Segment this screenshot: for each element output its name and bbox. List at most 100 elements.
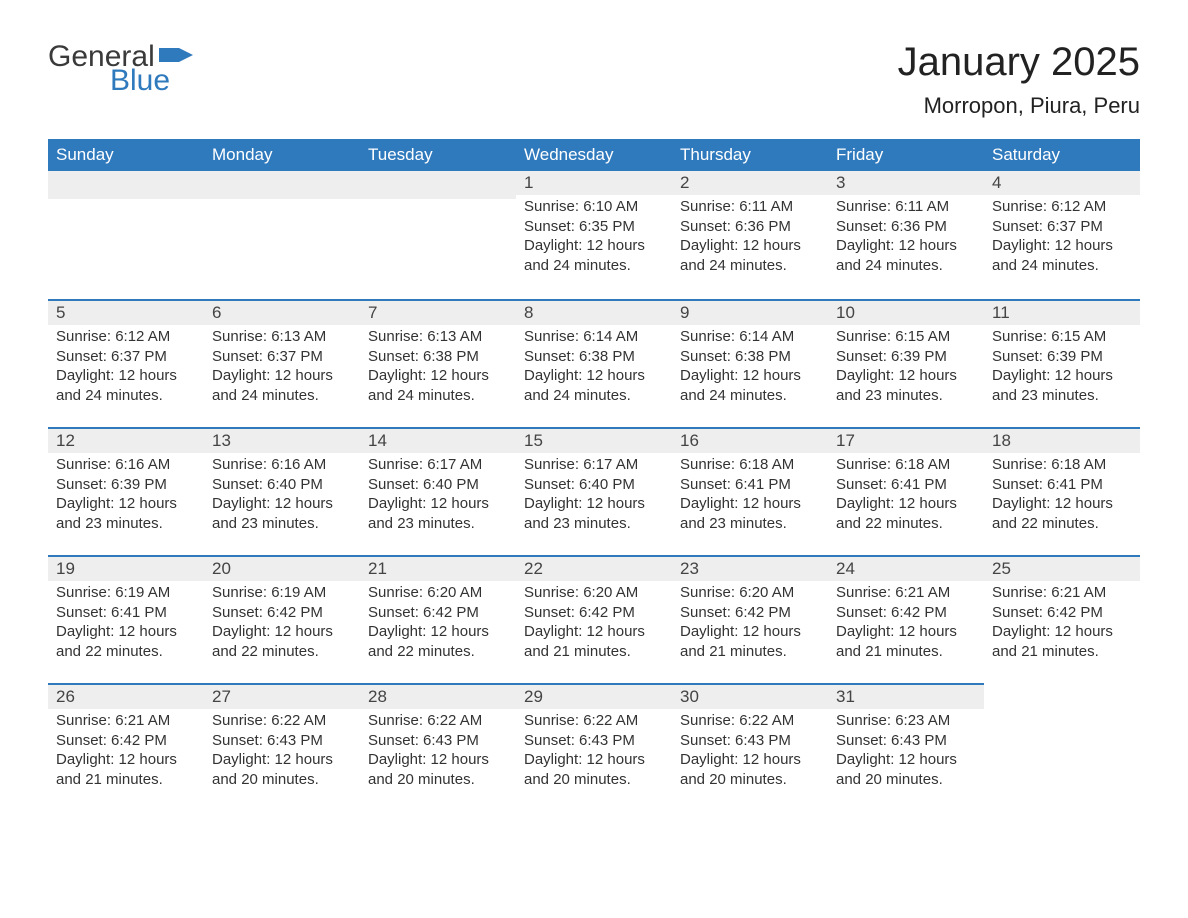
calendar-cell: 27Sunrise: 6:22 AMSunset: 6:43 PMDayligh…: [204, 683, 360, 811]
calendar-cell: 10Sunrise: 6:15 AMSunset: 6:39 PMDayligh…: [828, 299, 984, 427]
calendar-cell: 13 Sunrise: 6:16 AMSunset: 6:40 PMDayligh…: [204, 427, 360, 555]
sunrise-text: Sunrise: 6:13 AM: [212, 327, 352, 347]
daylight-text: Daylight: 12 hours and 22 minutes.: [212, 622, 352, 661]
calendar-cell: 8Sunrise: 6:14 AMSunset: 6:38 PMDaylight…: [516, 299, 672, 427]
sunrise-text: Sunrise: 6:15 AM: [992, 327, 1132, 347]
day-number-bar: 16: [672, 427, 828, 453]
day-number: 14: [368, 431, 387, 450]
calendar-cell: 24Sunrise: 6:21 AMSunset: 6:42 PMDayligh…: [828, 555, 984, 683]
sunrise-text: Sunrise: 6:20 AM: [524, 583, 664, 603]
sunset-text: Sunset: 6:41 PM: [56, 603, 196, 623]
logo-text-blue: Blue: [110, 64, 193, 98]
day-number: 3: [836, 173, 845, 192]
sunrise-text: Sunrise: 6:14 AM: [524, 327, 664, 347]
sunrise-text: Sunrise: 6:19 AM: [56, 583, 196, 603]
day-number-bar: 10: [828, 299, 984, 325]
daylight-text: Daylight: 12 hours and 24 minutes.: [368, 366, 508, 405]
calendar-cell: 25Sunrise: 6:21 AMSunset: 6:42 PMDayligh…: [984, 555, 1140, 683]
day-body: Sunrise: 6:21 AMSunset: 6:42 PMDaylight:…: [828, 581, 984, 669]
calendar-cell: 7Sunrise: 6:13 AMSunset: 6:38 PMDaylight…: [360, 299, 516, 427]
sunrise-text: Sunrise: 6:18 AM: [836, 455, 976, 475]
sunrise-text: Sunrise: 6:13 AM: [368, 327, 508, 347]
daylight-text: Daylight: 12 hours and 24 minutes.: [992, 236, 1132, 275]
sunset-text: Sunset: 6:37 PM: [56, 347, 196, 367]
sunset-text: Sunset: 6:42 PM: [524, 603, 664, 623]
calendar-cell: 23Sunrise: 6:20 AMSunset: 6:42 PMDayligh…: [672, 555, 828, 683]
day-number-bar: 25: [984, 555, 1140, 581]
sunrise-text: Sunrise: 6:16 AM: [56, 455, 196, 475]
sunset-text: Sunset: 6:40 PM: [212, 475, 352, 495]
day-number-bar: 6: [204, 299, 360, 325]
calendar-cell: 14 Sunrise: 6:17 AMSunset: 6:40 PMDayligh…: [360, 427, 516, 555]
day-body: Sunrise: 6:17 AMSunset: 6:40 PMDaylight:…: [360, 453, 516, 541]
calendar-cell: 9Sunrise: 6:14 AMSunset: 6:38 PMDaylight…: [672, 299, 828, 427]
daylight-text: Daylight: 12 hours and 20 minutes.: [212, 750, 352, 789]
calendar-cell: 28Sunrise: 6:22 AMSunset: 6:43 PMDayligh…: [360, 683, 516, 811]
sunrise-text: Sunrise: 6:20 AM: [680, 583, 820, 603]
calendar-week-row: 5Sunrise: 6:12 AMSunset: 6:37 PMDaylight…: [48, 299, 1140, 427]
day-number-bar: 27: [204, 683, 360, 709]
sunset-text: Sunset: 6:37 PM: [212, 347, 352, 367]
sunrise-text: Sunrise: 6:15 AM: [836, 327, 976, 347]
day-body: Sunrise: 6:18 AMSunset: 6:41 PMDaylight:…: [984, 453, 1140, 541]
month-title: January 2025: [898, 40, 1140, 85]
day-number: 28: [368, 687, 387, 706]
calendar-cell: 29Sunrise: 6:22 AMSunset: 6:43 PMDayligh…: [516, 683, 672, 811]
sunset-text: Sunset: 6:43 PM: [524, 731, 664, 751]
day-number-bar: 21: [360, 555, 516, 581]
sunset-text: Sunset: 6:41 PM: [836, 475, 976, 495]
sunset-text: Sunset: 6:38 PM: [680, 347, 820, 367]
daylight-text: Daylight: 12 hours and 24 minutes.: [56, 366, 196, 405]
day-body: Sunrise: 6:22 AMSunset: 6:43 PMDaylight:…: [672, 709, 828, 797]
calendar-cell: 15Sunrise: 6:17 AMSunset: 6:40 PMDayligh…: [516, 427, 672, 555]
daylight-text: Daylight: 12 hours and 23 minutes.: [680, 494, 820, 533]
sunset-text: Sunset: 6:43 PM: [212, 731, 352, 751]
calendar-cell: 5Sunrise: 6:12 AMSunset: 6:37 PMDaylight…: [48, 299, 204, 427]
daylight-text: Daylight: 12 hours and 23 minutes.: [212, 494, 352, 533]
empty-day-bar: [204, 171, 360, 199]
daylight-text: Daylight: 12 hours and 21 minutes.: [680, 622, 820, 661]
day-number-bar: 2: [672, 171, 828, 195]
day-body: Sunrise: 6:11 AMSunset: 6:36 PMDaylight:…: [828, 195, 984, 283]
weekday-header: Monday: [204, 139, 360, 171]
day-body: Sunrise: 6:10 AMSunset: 6:35 PMDaylight:…: [516, 195, 672, 283]
calendar-cell: 20Sunrise: 6:19 AMSunset: 6:42 PMDayligh…: [204, 555, 360, 683]
sunrise-text: Sunrise: 6:11 AM: [680, 197, 820, 217]
day-number-bar: 26: [48, 683, 204, 709]
daylight-text: Daylight: 12 hours and 24 minutes.: [212, 366, 352, 405]
day-number: 13: [212, 431, 231, 450]
day-number: 25: [992, 559, 1011, 578]
daylight-text: Daylight: 12 hours and 24 minutes.: [524, 236, 664, 275]
sunset-text: Sunset: 6:39 PM: [56, 475, 196, 495]
calendar-cell: 30Sunrise: 6:22 AMSunset: 6:43 PMDayligh…: [672, 683, 828, 811]
day-body: Sunrise: 6:20 AMSunset: 6:42 PMDaylight:…: [360, 581, 516, 669]
sunset-text: Sunset: 6:43 PM: [836, 731, 976, 751]
day-number: 4: [992, 173, 1001, 192]
weekday-header: Tuesday: [360, 139, 516, 171]
calendar-week-row: 12Sunrise: 6:16 AMSunset: 6:39 PMDayligh…: [48, 427, 1140, 555]
day-number-bar: 9: [672, 299, 828, 325]
daylight-text: Daylight: 12 hours and 21 minutes.: [992, 622, 1132, 661]
header: General Blue January 2025 Morropon, Piur…: [48, 40, 1140, 119]
daylight-text: Daylight: 12 hours and 20 minutes.: [368, 750, 508, 789]
day-number-bar: 13: [204, 427, 360, 453]
daylight-text: Daylight: 12 hours and 23 minutes.: [56, 494, 196, 533]
calendar-cell: [204, 171, 360, 299]
day-body: Sunrise: 6:16 AMSunset: 6:39 PMDaylight:…: [48, 453, 204, 541]
calendar-cell: [360, 171, 516, 299]
day-body: Sunrise: 6:16 AMSunset: 6:40 PMDaylight:…: [204, 453, 360, 541]
sunset-text: Sunset: 6:42 PM: [836, 603, 976, 623]
daylight-text: Daylight: 12 hours and 24 minutes.: [680, 366, 820, 405]
sunrise-text: Sunrise: 6:17 AM: [524, 455, 664, 475]
day-body: Sunrise: 6:12 AMSunset: 6:37 PMDaylight:…: [48, 325, 204, 413]
calendar-cell: [984, 683, 1140, 811]
calendar-cell: 1Sunrise: 6:10 AMSunset: 6:35 PMDaylight…: [516, 171, 672, 299]
day-body: Sunrise: 6:18 AMSunset: 6:41 PMDaylight:…: [828, 453, 984, 541]
daylight-text: Daylight: 12 hours and 23 minutes.: [524, 494, 664, 533]
day-number-bar: 18: [984, 427, 1140, 453]
calendar-cell: 17Sunrise: 6:18 AMSunset: 6:41 PMDayligh…: [828, 427, 984, 555]
empty-day-bar: [360, 171, 516, 199]
daylight-text: Daylight: 12 hours and 23 minutes.: [836, 366, 976, 405]
day-body: Sunrise: 6:20 AMSunset: 6:42 PMDaylight:…: [516, 581, 672, 669]
day-number: 15: [524, 431, 543, 450]
